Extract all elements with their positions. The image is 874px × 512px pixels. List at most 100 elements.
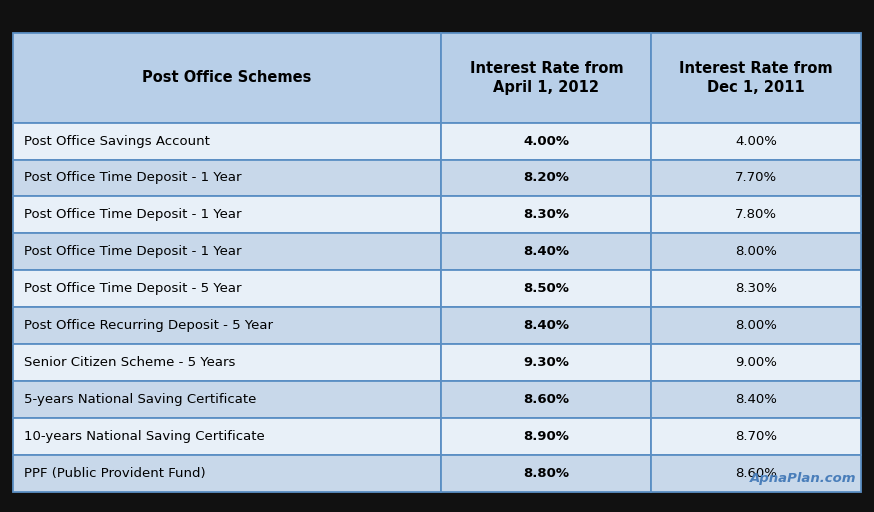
Text: Interest Rate from
Dec 1, 2011: Interest Rate from Dec 1, 2011 [679, 61, 833, 95]
Bar [441, 123, 651, 160]
Text: 8.60%: 8.60% [524, 393, 569, 406]
Bar [441, 233, 651, 270]
Bar [13, 307, 441, 344]
Text: 9.30%: 9.30% [524, 356, 569, 369]
Text: 8.50%: 8.50% [524, 282, 569, 295]
Bar [651, 270, 861, 307]
Bar [651, 381, 861, 418]
Bar [441, 197, 651, 233]
Text: ApnaPlan.com: ApnaPlan.com [750, 472, 857, 485]
Bar [13, 197, 441, 233]
Bar [13, 344, 441, 381]
Bar [13, 455, 441, 492]
Bar [441, 197, 651, 233]
Text: Post Office Time Deposit - 1 Year: Post Office Time Deposit - 1 Year [24, 245, 241, 258]
Bar [13, 233, 441, 270]
Bar [651, 455, 861, 492]
Bar [13, 418, 441, 455]
Text: Post Office Recurring Deposit - 5 Year: Post Office Recurring Deposit - 5 Year [24, 319, 273, 332]
Bar [651, 418, 861, 455]
Text: Post Office Savings Account: Post Office Savings Account [24, 135, 210, 147]
Bar [651, 160, 861, 197]
Bar [651, 233, 861, 270]
Text: 8.30%: 8.30% [524, 208, 569, 221]
Bar [441, 381, 651, 418]
Bar [651, 307, 861, 344]
Text: Post Office Schemes: Post Office Schemes [142, 71, 312, 86]
Bar [651, 33, 861, 123]
Bar [441, 270, 651, 307]
Bar [13, 344, 441, 381]
Bar [13, 160, 441, 197]
Bar [441, 418, 651, 455]
Bar [13, 160, 441, 197]
Text: Post Office Time Deposit - 1 Year: Post Office Time Deposit - 1 Year [24, 172, 241, 184]
Bar [651, 123, 861, 160]
Text: 8.70%: 8.70% [735, 430, 777, 443]
Bar [441, 344, 651, 381]
Bar [441, 160, 651, 197]
Text: 4.00%: 4.00% [735, 135, 777, 147]
Bar [651, 381, 861, 418]
Bar [441, 344, 651, 381]
Bar [651, 307, 861, 344]
Text: 8.40%: 8.40% [524, 245, 569, 258]
Bar [651, 233, 861, 270]
Text: 8.30%: 8.30% [735, 282, 777, 295]
Text: 10-years National Saving Certificate: 10-years National Saving Certificate [24, 430, 264, 443]
Bar [13, 455, 441, 492]
Bar [13, 33, 441, 123]
Bar [651, 197, 861, 233]
Bar [651, 123, 861, 160]
Bar [13, 33, 441, 123]
Text: Post Office Time Deposit - 5 Year: Post Office Time Deposit - 5 Year [24, 282, 241, 295]
Text: 8.40%: 8.40% [735, 393, 777, 406]
Text: 8.80%: 8.80% [524, 466, 569, 480]
Bar [13, 270, 441, 307]
Bar [13, 307, 441, 344]
Text: 9.00%: 9.00% [735, 356, 777, 369]
Bar [651, 160, 861, 197]
Text: PPF (Public Provident Fund): PPF (Public Provident Fund) [24, 466, 205, 480]
Bar [441, 160, 651, 197]
Text: 7.70%: 7.70% [735, 172, 777, 184]
Bar [13, 418, 441, 455]
Bar [13, 270, 441, 307]
Bar [441, 307, 651, 344]
Text: 8.40%: 8.40% [524, 319, 569, 332]
Text: 8.00%: 8.00% [735, 319, 777, 332]
Bar [441, 418, 651, 455]
Text: 5-years National Saving Certificate: 5-years National Saving Certificate [24, 393, 256, 406]
Text: 8.60%: 8.60% [735, 466, 777, 480]
Bar [441, 123, 651, 160]
Text: Post Office Time Deposit - 1 Year: Post Office Time Deposit - 1 Year [24, 208, 241, 221]
Text: 7.80%: 7.80% [735, 208, 777, 221]
Text: 8.00%: 8.00% [735, 245, 777, 258]
Text: Interest Rate from
April 1, 2012: Interest Rate from April 1, 2012 [469, 61, 623, 95]
Text: Senior Citizen Scheme - 5 Years: Senior Citizen Scheme - 5 Years [24, 356, 235, 369]
Bar [13, 233, 441, 270]
Bar [441, 233, 651, 270]
Bar [13, 381, 441, 418]
Bar [13, 381, 441, 418]
Bar [441, 307, 651, 344]
Text: 8.90%: 8.90% [524, 430, 569, 443]
Bar [13, 197, 441, 233]
Bar [441, 270, 651, 307]
Bar [651, 455, 861, 492]
Text: 8.20%: 8.20% [524, 172, 569, 184]
Bar [441, 455, 651, 492]
Bar [651, 344, 861, 381]
Bar [13, 123, 441, 160]
Bar [651, 344, 861, 381]
Bar [651, 418, 861, 455]
Bar [651, 197, 861, 233]
Bar [651, 270, 861, 307]
Bar [441, 33, 651, 123]
Bar [441, 381, 651, 418]
Bar [441, 455, 651, 492]
Text: 4.00%: 4.00% [524, 135, 569, 147]
Bar [441, 33, 651, 123]
Bar [13, 123, 441, 160]
Bar [651, 33, 861, 123]
